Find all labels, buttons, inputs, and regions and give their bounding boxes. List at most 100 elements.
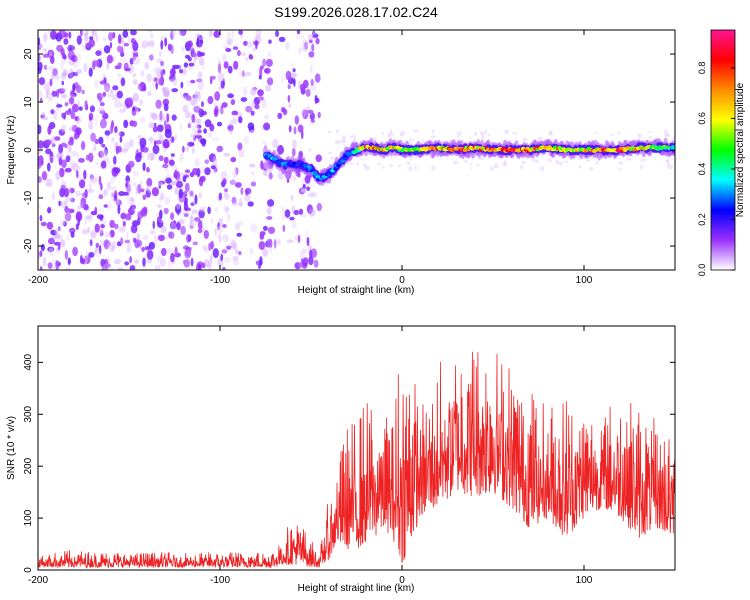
noise-blob: [117, 34, 122, 44]
noise-blob: [60, 61, 64, 71]
noise-blob: [64, 250, 69, 260]
noise-blob: [43, 64, 48, 71]
y-tick-label: -20: [23, 238, 34, 253]
noise-blob: [306, 109, 313, 115]
speckle: [360, 158, 363, 161]
speckle: [647, 136, 654, 139]
noise-blob: [184, 182, 190, 192]
noise-blob: [110, 244, 115, 253]
speckle: [666, 161, 670, 166]
noise-blob: [291, 221, 297, 229]
noise-blob: [71, 43, 75, 52]
noise-blob: [109, 229, 115, 238]
noise-blob: [182, 107, 186, 113]
noise-blob: [98, 194, 104, 200]
noise-blob: [190, 79, 196, 84]
noise-blob: [45, 148, 52, 155]
noise-blob: [292, 147, 296, 157]
noise-blob: [157, 131, 163, 141]
noise-blob: [99, 118, 107, 129]
noise-blob: [65, 267, 71, 270]
noise-blob: [123, 191, 129, 196]
noise-blob: [76, 35, 82, 45]
snr-x-ticks: -200 -100 0 100: [28, 326, 593, 586]
noise-blob: [63, 32, 69, 38]
noise-blob: [179, 122, 183, 132]
noise-blob: [147, 30, 153, 33]
noise-blob: [122, 220, 126, 227]
noise-blob: [139, 81, 146, 92]
noise-blob: [43, 32, 48, 42]
noise-blob: [41, 171, 48, 181]
noise-blob: [238, 197, 243, 208]
noise-blob: [184, 190, 188, 195]
noise-blob: [258, 75, 262, 80]
noise-blob: [58, 200, 61, 207]
noise-blob: [95, 33, 99, 42]
speckle: [637, 133, 642, 139]
noise-blob: [59, 187, 65, 198]
noise-blob: [130, 204, 136, 210]
noise-blob: [57, 88, 65, 94]
noise-blob: [220, 171, 228, 180]
noise-blob: [78, 179, 86, 189]
noise-blob: [47, 125, 52, 135]
noise-blob: [50, 30, 57, 40]
noise-blob: [139, 137, 147, 148]
noise-blob: [308, 208, 316, 217]
noise-blob: [38, 176, 42, 183]
speckle: [640, 164, 644, 170]
noise-blob: [39, 43, 44, 49]
noise-blob: [164, 128, 172, 139]
noise-blob: [245, 71, 252, 77]
noise-blob: [307, 33, 315, 41]
noise-blob: [232, 255, 239, 262]
noise-blob: [293, 209, 300, 216]
noise-blob: [71, 55, 78, 62]
noise-blob: [77, 204, 82, 210]
noise-blob: [54, 228, 59, 235]
speckle: [389, 128, 393, 134]
noise-blob: [233, 60, 239, 70]
noise-blob: [113, 258, 121, 265]
spectrogram-x-label: Height of straight line (km): [298, 285, 415, 296]
y-tick-label: -10: [23, 190, 34, 205]
trace-core: [340, 159, 346, 163]
noise-blob: [147, 152, 155, 161]
noise-blob: [203, 229, 209, 239]
noise-blob: [98, 150, 104, 158]
noise-blob: [192, 168, 199, 175]
noise-blob: [214, 91, 221, 101]
noise-blob: [309, 112, 315, 121]
noise-blob: [52, 68, 58, 77]
speckle: [672, 136, 675, 140]
speckle: [421, 139, 424, 144]
noise-blob: [157, 204, 162, 209]
noise-blob: [276, 239, 281, 245]
noise-blob: [238, 220, 244, 226]
noise-blob: [296, 30, 301, 35]
noise-blob: [203, 258, 210, 268]
noise-blob: [121, 148, 129, 153]
noise-blob: [80, 140, 86, 151]
noise-blob: [99, 229, 104, 237]
noise-blob: [305, 88, 311, 97]
noise-blob: [54, 233, 61, 239]
noise-blob: [183, 201, 189, 211]
speckle: [589, 166, 594, 172]
noise-blob: [56, 104, 63, 108]
noise-blob: [208, 153, 216, 163]
noise-blob: [90, 132, 96, 142]
noise-blob: [95, 50, 102, 56]
noise-blob: [133, 259, 140, 264]
noise-blob: [114, 126, 118, 133]
noise-blob: [181, 47, 185, 52]
speckle: [469, 162, 472, 166]
noise-blob: [38, 37, 41, 46]
speckle: [585, 159, 591, 163]
speckle: [342, 140, 346, 144]
noise-blob: [178, 30, 185, 37]
noise-blob: [118, 108, 126, 113]
noise-blob: [290, 194, 294, 202]
noise-blob: [218, 108, 225, 114]
